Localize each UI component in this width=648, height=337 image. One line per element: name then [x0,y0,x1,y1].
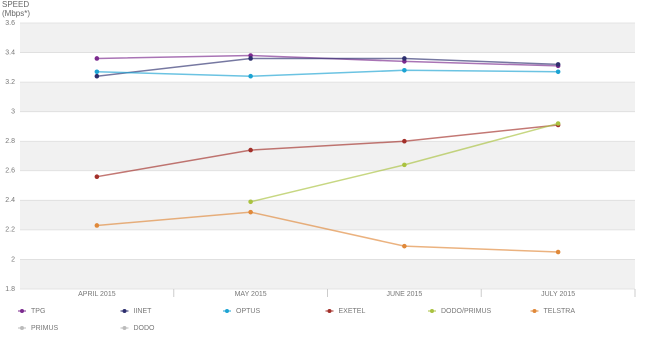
y-tick-label: 3 [11,109,15,116]
legend-swatch [122,326,127,330]
legend-swatch [430,309,434,313]
legend-label: DODO [134,325,156,332]
series-line [96,69,559,77]
data-point [94,174,100,179]
data-point [248,73,253,79]
x-tick-label: APRIL 2015 [78,291,116,298]
legend-swatch [20,309,24,313]
x-tick-label: JUNE 2015 [386,291,422,298]
legend-swatch [532,309,537,313]
data-point [402,56,407,61]
legend-item[interactable]: IINET [120,308,153,315]
data-point [402,138,407,144]
legend-item[interactable]: DODO/PRIMUS [428,308,492,315]
legend-swatch [122,309,127,313]
y-axis-unit: (Mbps*) [2,9,30,18]
legend-item[interactable]: PRIMUS [18,325,59,332]
series-line [96,57,559,77]
legend-label: PRIMUS [31,325,59,332]
data-point [555,62,561,67]
legend-swatch [327,309,332,313]
y-tick-label: 2.4 [5,197,15,204]
y-tick-label: 1.8 [5,286,15,293]
legend-item[interactable]: TPG [18,308,45,315]
data-point [555,121,561,126]
data-point [402,243,407,249]
data-point [402,67,407,73]
series-line [96,124,559,178]
x-tick-label: MAY 2015 [235,291,267,298]
legend-swatch [225,309,229,313]
data-point [248,147,253,153]
legend-label: OPTUS [236,308,260,315]
data-point [555,249,561,255]
y-tick-label: 2.6 [5,168,15,175]
data-point [94,73,100,79]
plot-band [20,111,635,142]
y-tick-label: 2.2 [5,227,15,234]
y-tick-label: 3.2 [5,79,15,86]
data-point [248,209,253,215]
plot-band [20,229,635,260]
legend-label: TELSTRA [544,308,576,315]
legend-label: DODO/PRIMUS [441,308,492,315]
y-tick-label: 3.4 [5,49,15,56]
data-point [248,199,253,205]
legend-label: IINET [134,308,153,315]
legend-swatch [20,326,24,330]
data-point [248,56,253,61]
data-point [555,69,561,75]
plot-band [20,82,635,112]
legend-label: EXETEL [339,308,366,315]
legend-item[interactable]: OPTUS [223,308,260,315]
plot-band [20,23,635,53]
plot-band [20,259,635,289]
legend-item[interactable]: EXETEL [325,308,366,315]
y-tick-label: 3.6 [5,20,15,27]
plot-band [20,170,635,201]
y-axis-title: SPEED [2,0,29,9]
legend-label: TPG [31,308,45,315]
y-tick-label: 2 [11,256,15,263]
y-tick-label: 2.8 [5,138,15,145]
legend-item[interactable]: DODO [120,325,156,332]
legend-item[interactable]: TELSTRA [530,308,576,315]
data-point [94,69,100,75]
plot-band [20,52,635,83]
plot-background [20,23,635,289]
x-tick-label: JULY 2015 [541,291,575,298]
data-point [402,162,407,168]
plot-band [20,200,635,230]
series-line [96,211,559,253]
data-point [94,56,100,61]
data-point [94,223,100,228]
